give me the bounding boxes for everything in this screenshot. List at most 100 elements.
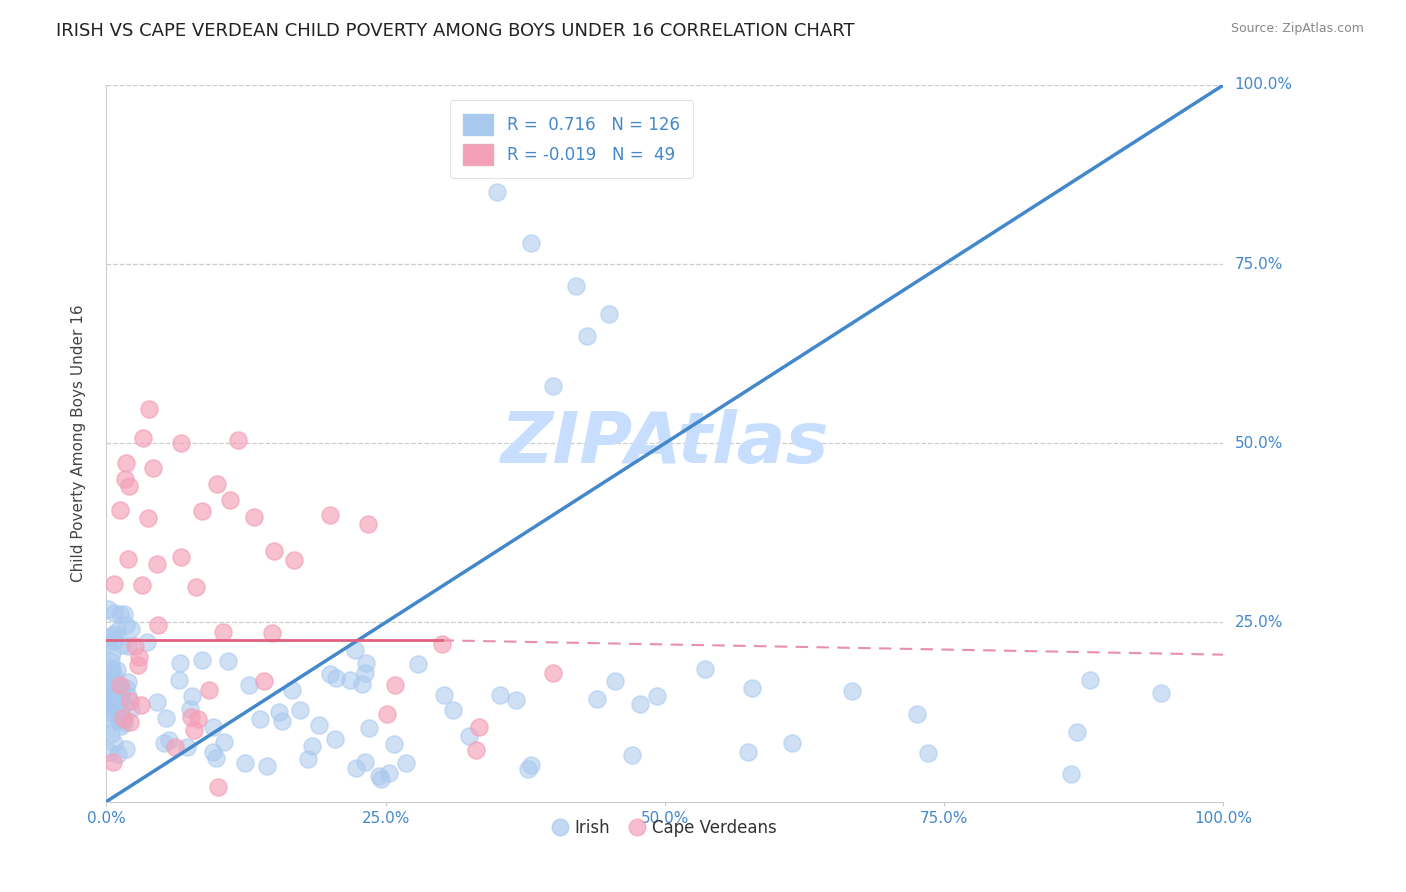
- Point: [238, 678, 260, 692]
- Point: [219, 492, 242, 507]
- Point: [184, 580, 207, 594]
- Point: [101, 646, 124, 660]
- Text: 50.0%: 50.0%: [1234, 436, 1282, 450]
- Point: [267, 706, 290, 720]
- Point: [115, 618, 138, 632]
- Point: [110, 681, 132, 696]
- Text: Source: ZipAtlas.com: Source: ZipAtlas.com: [1230, 22, 1364, 36]
- Point: [157, 733, 180, 747]
- Point: [290, 703, 312, 717]
- Point: [179, 702, 201, 716]
- Point: [98, 746, 121, 760]
- Point: [516, 762, 538, 776]
- Point: [117, 689, 139, 703]
- Point: [382, 737, 405, 751]
- Point: [319, 508, 342, 522]
- Point: [505, 693, 527, 707]
- Point: [103, 693, 125, 707]
- Point: [198, 683, 221, 698]
- Point: [176, 739, 198, 754]
- Point: [598, 307, 620, 321]
- Point: [112, 607, 135, 621]
- Point: [114, 741, 136, 756]
- Point: [108, 694, 131, 708]
- Point: [260, 626, 283, 640]
- Point: [155, 711, 177, 725]
- Point: [110, 607, 132, 621]
- Point: [256, 759, 278, 773]
- Point: [128, 649, 150, 664]
- Point: [344, 761, 367, 775]
- Point: [375, 707, 398, 722]
- Point: [378, 765, 401, 780]
- Point: [101, 629, 124, 643]
- Point: [112, 713, 135, 727]
- Point: [101, 670, 124, 684]
- Point: [96, 685, 118, 699]
- Point: [101, 756, 124, 770]
- Point: [103, 736, 125, 750]
- Point: [308, 718, 330, 732]
- Point: [564, 278, 586, 293]
- Point: [98, 692, 121, 706]
- Point: [281, 683, 304, 698]
- Point: [441, 703, 464, 717]
- Point: [136, 634, 159, 648]
- Point: [249, 712, 271, 726]
- Point: [107, 747, 129, 762]
- Point: [211, 625, 233, 640]
- Point: [111, 711, 134, 725]
- Text: 100.0%: 100.0%: [1234, 78, 1292, 93]
- Point: [187, 712, 209, 726]
- Point: [586, 691, 609, 706]
- Point: [541, 379, 564, 393]
- Point: [489, 688, 512, 702]
- Point: [620, 747, 643, 762]
- Point: [430, 637, 453, 651]
- Point: [339, 673, 361, 688]
- Y-axis label: Child Poverty Among Boys Under 16: Child Poverty Among Boys Under 16: [72, 304, 86, 582]
- Point: [217, 655, 239, 669]
- Point: [112, 715, 135, 730]
- Point: [319, 666, 342, 681]
- Point: [201, 720, 224, 734]
- Point: [1060, 767, 1083, 781]
- Point: [110, 638, 132, 652]
- Point: [782, 736, 804, 750]
- Point: [205, 476, 228, 491]
- Point: [103, 694, 125, 708]
- Point: [207, 780, 229, 795]
- Point: [105, 663, 128, 677]
- Point: [100, 698, 122, 712]
- Point: [741, 681, 763, 695]
- Point: [433, 689, 456, 703]
- Point: [737, 745, 759, 759]
- Point: [370, 772, 392, 787]
- Point: [132, 432, 155, 446]
- Point: [129, 698, 152, 712]
- Point: [97, 699, 120, 714]
- Legend: Irish, Cape Verdeans: Irish, Cape Verdeans: [547, 812, 783, 844]
- Point: [115, 456, 138, 470]
- Text: 75.0%: 75.0%: [1234, 257, 1282, 271]
- Point: [117, 639, 139, 653]
- Point: [97, 602, 120, 616]
- Point: [112, 697, 135, 711]
- Point: [118, 714, 141, 729]
- Point: [575, 328, 598, 343]
- Point: [359, 722, 381, 736]
- Point: [191, 653, 214, 667]
- Point: [97, 718, 120, 732]
- Point: [115, 681, 138, 695]
- Text: IRISH VS CAPE VERDEAN CHILD POVERTY AMONG BOYS UNDER 16 CORRELATION CHART: IRISH VS CAPE VERDEAN CHILD POVERTY AMON…: [56, 22, 855, 40]
- Point: [136, 510, 159, 524]
- Point: [103, 606, 125, 620]
- Point: [153, 736, 176, 750]
- Point: [1078, 673, 1101, 687]
- Point: [395, 756, 418, 771]
- Point: [101, 661, 124, 675]
- Point: [104, 670, 127, 684]
- Point: [384, 678, 406, 692]
- Point: [117, 551, 139, 566]
- Point: [520, 235, 543, 250]
